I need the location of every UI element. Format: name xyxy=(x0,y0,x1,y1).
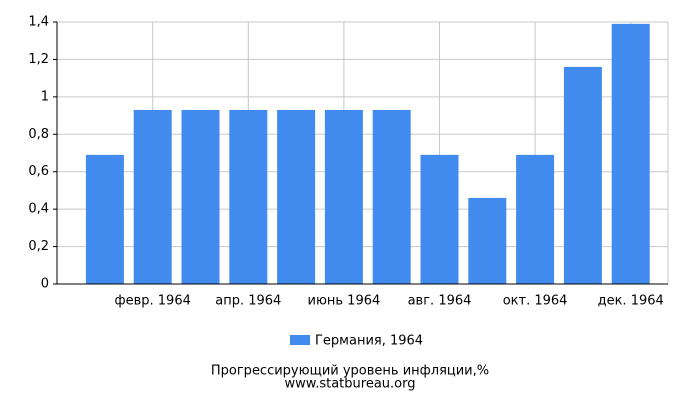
bar xyxy=(324,109,363,284)
y-tick-label: 0,4 xyxy=(28,202,49,217)
y-tick-label: 0,2 xyxy=(28,239,49,254)
bar xyxy=(516,154,555,284)
bar xyxy=(277,109,316,284)
bar xyxy=(372,109,411,284)
bar xyxy=(181,109,220,284)
chart-source: www.statbureau.org xyxy=(285,377,416,392)
bar xyxy=(133,109,172,284)
y-tick-label: 1,4 xyxy=(28,15,49,30)
bar xyxy=(85,154,124,284)
y-tick-label: 0,8 xyxy=(28,127,49,142)
chart-caption: Прогрессирующий уровень инфляции,% xyxy=(211,364,489,379)
y-tick-label: 1 xyxy=(41,89,49,104)
bar xyxy=(563,66,602,285)
bar xyxy=(611,23,650,284)
bar xyxy=(229,109,268,284)
legend-swatch xyxy=(290,335,310,345)
legend-label: Германия, 1964 xyxy=(315,334,423,349)
y-tick-label: 0 xyxy=(41,277,49,292)
x-tick-label: дек. 1964 xyxy=(598,294,664,309)
x-tick-label: авг. 1964 xyxy=(408,294,472,309)
x-tick-label: окт. 1964 xyxy=(503,294,568,309)
y-tick-label: 0,6 xyxy=(28,164,49,179)
bar xyxy=(468,197,507,284)
x-tick-label: апр. 1964 xyxy=(215,294,281,309)
x-tick-label: февр. 1964 xyxy=(115,294,191,309)
bar xyxy=(420,154,459,284)
y-tick-label: 1,2 xyxy=(28,52,49,67)
x-tick-label: июнь 1964 xyxy=(308,294,381,309)
